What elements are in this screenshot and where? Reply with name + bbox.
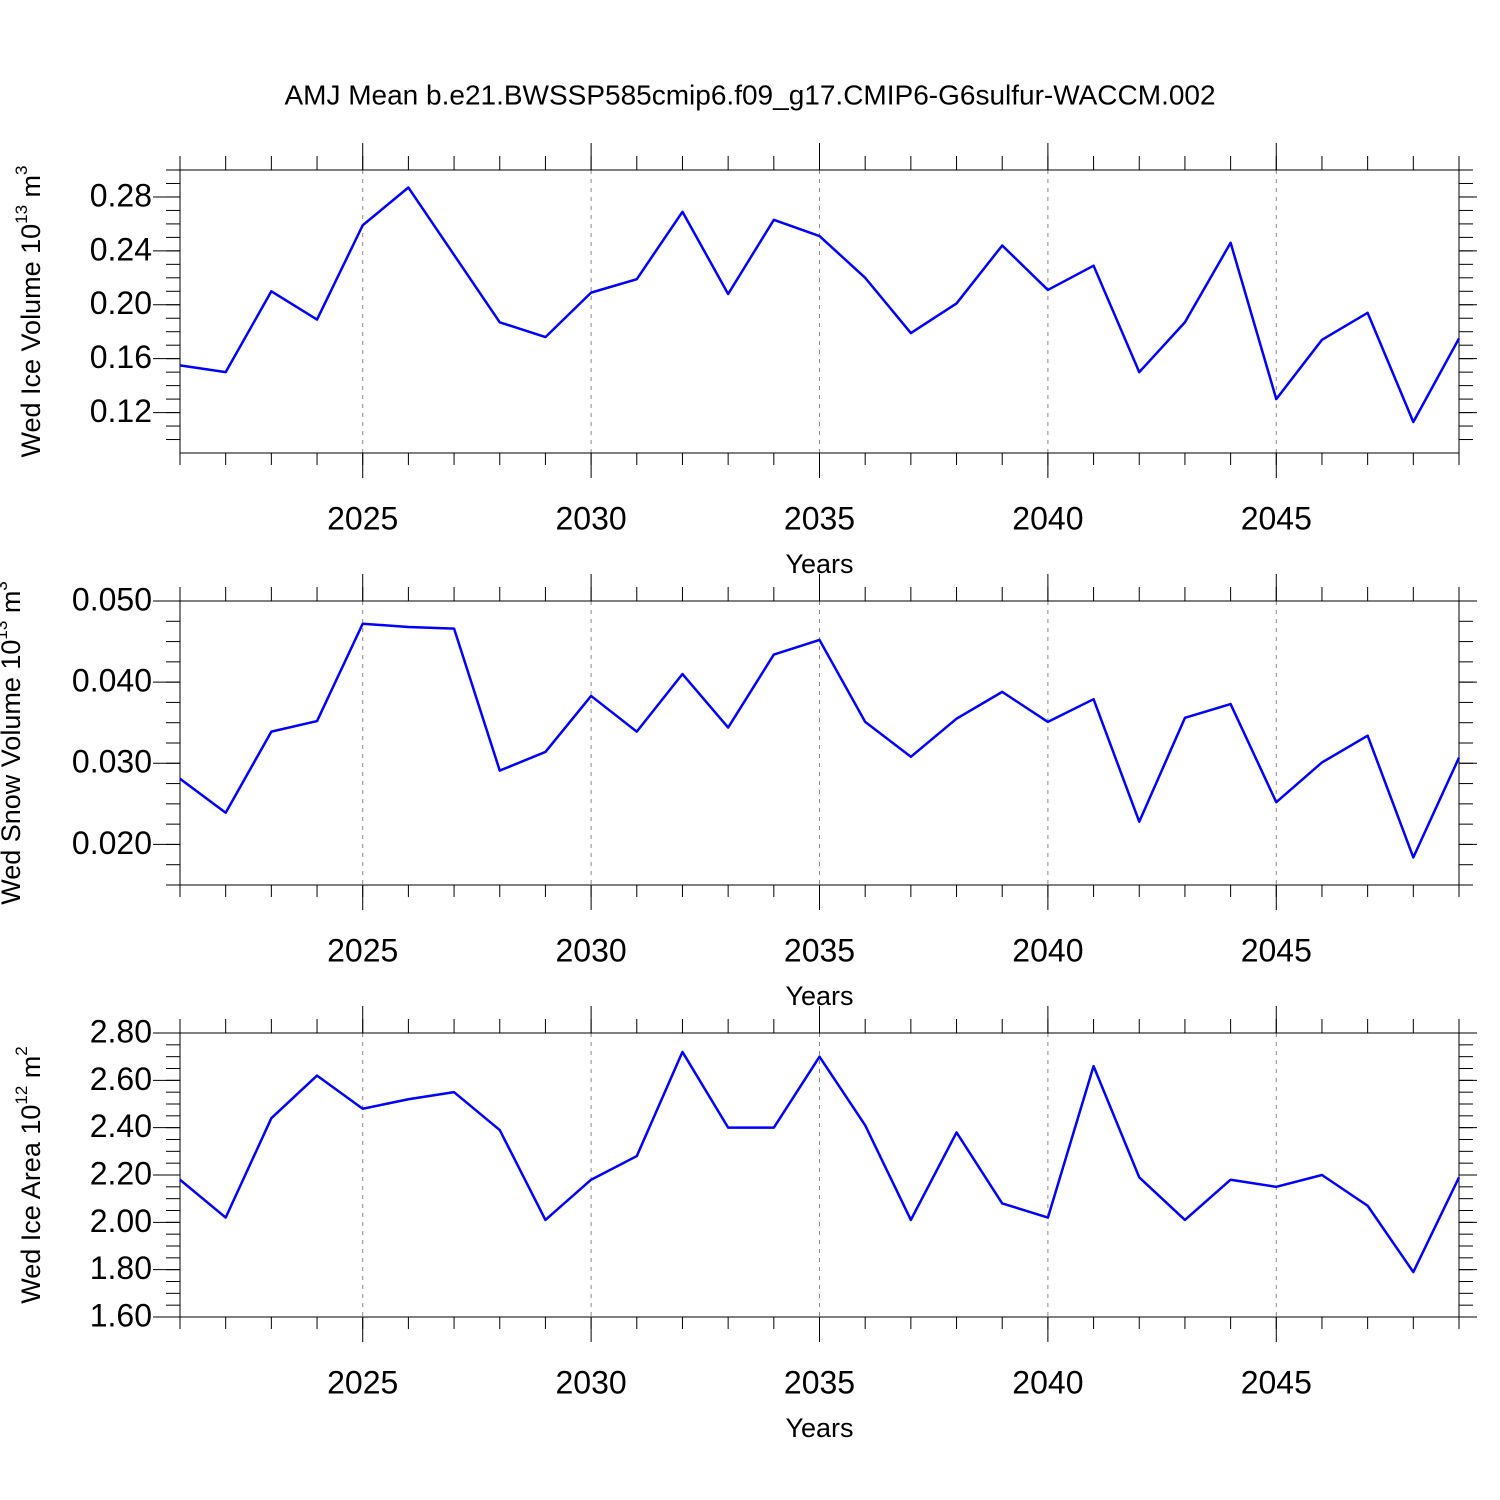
y-axis-label: Wed Ice Area 1012 m2 — [12, 1046, 46, 1304]
x-tick-label: 2025 — [327, 1364, 398, 1400]
y-axis-label-part: m — [16, 175, 46, 205]
y-tick-label: 1.60 — [90, 1297, 152, 1333]
y-tick-label: 2.00 — [90, 1203, 152, 1239]
y-axis-label-part: Wed Ice Volume 10 — [16, 224, 46, 458]
x-tick-label: 2045 — [1241, 1364, 1312, 1400]
y-tick-label: 2.20 — [90, 1155, 152, 1191]
y-tick-label: 0.28 — [90, 177, 152, 213]
y-tick-label: 0.20 — [90, 285, 152, 321]
y-tick-label: 1.80 — [90, 1250, 152, 1286]
x-tick-label: 2035 — [784, 500, 855, 536]
x-axis-label: Years — [785, 1413, 853, 1443]
data-line — [179, 186, 1461, 424]
x-tick-label: 2030 — [556, 1364, 627, 1400]
x-tick-label: 2045 — [1241, 500, 1312, 536]
y-axis-label: Wed Snow Volume 1013 m3 — [0, 581, 26, 905]
y-tick-label: 0.020 — [72, 825, 152, 861]
x-tick-label: 2030 — [556, 932, 627, 968]
x-tick-label: 2040 — [1012, 500, 1083, 536]
x-tick-label: 2040 — [1012, 932, 1083, 968]
y-tick-label: 0.040 — [72, 663, 152, 699]
plot-frame — [179, 600, 1460, 886]
y-axis-label-exponent: 13 — [0, 621, 11, 640]
y-tick-label: 0.16 — [90, 339, 152, 375]
y-tick-label: 2.40 — [90, 1108, 152, 1144]
y-tick-label: 2.80 — [90, 1013, 152, 1049]
y-axis-label-part: m — [16, 1056, 46, 1086]
x-tick-label: 2025 — [327, 932, 398, 968]
y-axis-label-part: m — [0, 591, 26, 621]
chart-title: AMJ Mean b.e21.BWSSP585cmip6.f09_g17.CMI… — [284, 79, 1215, 110]
y-axis-label-part: Wed Snow Volume 10 — [0, 640, 26, 905]
y-axis-label-part: Wed Ice Area 10 — [16, 1105, 46, 1304]
y-axis-label-exponent: 13 — [12, 205, 31, 224]
x-tick-label: 2045 — [1241, 932, 1312, 968]
y-tick-label: 0.12 — [90, 393, 152, 429]
x-tick-label: 2035 — [784, 1364, 855, 1400]
x-tick-label: 2030 — [556, 500, 627, 536]
y-axis-label-exponent: 3 — [0, 581, 11, 590]
y-tick-label: 2.60 — [90, 1061, 152, 1097]
data-line — [179, 1050, 1461, 1274]
x-tick-label: 2035 — [784, 932, 855, 968]
y-axis-label-exponent: 3 — [12, 165, 31, 174]
y-axis-label-exponent: 2 — [12, 1046, 31, 1055]
plot-frame — [179, 1032, 1460, 1318]
y-tick-label: 0.24 — [90, 231, 152, 267]
data-line — [179, 622, 1461, 859]
y-axis-label: Wed Ice Volume 1013 m3 — [12, 165, 46, 457]
y-axis-label-exponent: 12 — [12, 1086, 31, 1105]
x-tick-label: 2025 — [327, 500, 398, 536]
y-tick-label: 0.030 — [72, 744, 152, 780]
plot-frame — [179, 169, 1460, 454]
x-tick-label: 2040 — [1012, 1364, 1083, 1400]
y-tick-label: 0.050 — [72, 581, 152, 617]
